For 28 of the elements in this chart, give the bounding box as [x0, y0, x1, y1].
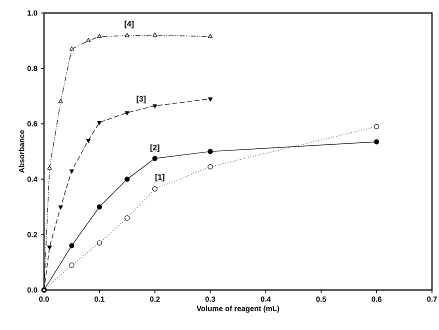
- point: [47, 166, 52, 170]
- point: [152, 186, 158, 192]
- point: [124, 176, 130, 182]
- point: [208, 34, 213, 38]
- point: [96, 240, 102, 246]
- point: [58, 99, 63, 104]
- point: [208, 97, 213, 102]
- point: [69, 169, 74, 174]
- point: [97, 120, 102, 126]
- point: [69, 243, 74, 248]
- point: [208, 148, 213, 154]
- point: [374, 139, 380, 144]
- point: [86, 38, 91, 42]
- point: [124, 33, 130, 38]
- point: [69, 46, 74, 50]
- point: [152, 156, 158, 162]
- point: [152, 32, 158, 37]
- point: [97, 34, 102, 38]
- point: [96, 204, 102, 210]
- point: [69, 262, 74, 268]
- point: [86, 138, 91, 144]
- point: [124, 111, 130, 116]
- point: [374, 124, 380, 130]
- point: [124, 215, 130, 221]
- point: [58, 205, 63, 210]
- point: [208, 164, 213, 170]
- point: [47, 246, 52, 250]
- point: [152, 104, 158, 108]
